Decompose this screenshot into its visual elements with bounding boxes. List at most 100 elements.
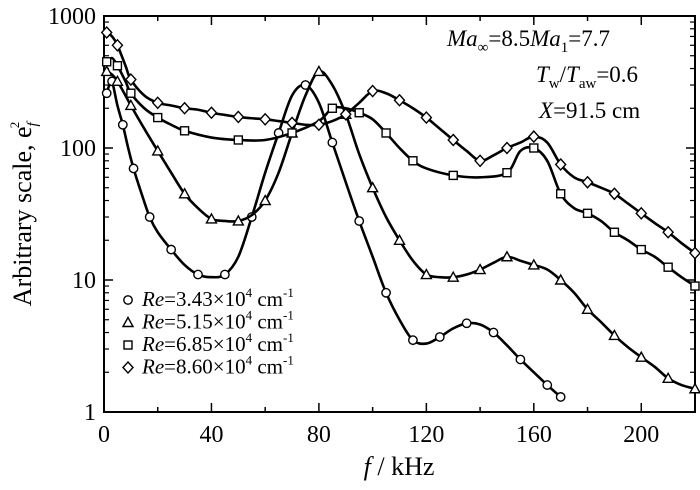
- x-axis-title: f / kHz: [364, 452, 435, 481]
- data-point: [233, 135, 244, 145]
- y-tick-label: 100: [60, 136, 96, 162]
- data-point: [474, 154, 487, 168]
- data-point: [381, 287, 391, 298]
- data-point: [178, 187, 191, 199]
- data-point: [542, 380, 553, 390]
- data-point: [178, 101, 191, 115]
- data-point: [124, 99, 138, 111]
- data-point: [447, 133, 460, 147]
- data-point: [286, 116, 298, 130]
- data-point: [501, 141, 513, 155]
- data-point: [555, 189, 566, 199]
- legend-label: Re=5.15×104 cm-1: [141, 308, 294, 334]
- data-point: [408, 156, 418, 166]
- data-point: [126, 88, 136, 98]
- data-point: [111, 38, 124, 52]
- legend-item: Re=3.43×104 cm-1: [123, 285, 294, 311]
- data-point: [636, 244, 646, 255]
- legend-label: Re=3.43×104 cm-1: [141, 285, 294, 311]
- data-point: [448, 170, 458, 181]
- legend-label: Re=6.85×104 cm-1: [141, 330, 294, 356]
- data-point: [205, 212, 218, 224]
- data-point: [117, 119, 128, 130]
- data-point: [635, 206, 648, 220]
- data-point: [327, 137, 338, 148]
- data-point: [554, 157, 567, 172]
- data-point: [688, 382, 700, 394]
- data-point: [219, 269, 230, 280]
- data-point: [393, 93, 406, 107]
- data-point: [554, 273, 567, 285]
- flow-conditions: Ma∞=8.5Ma1=7.7 Tw/Taw=0.6 X=91.5 cm: [446, 26, 640, 123]
- y-axis-title: Arbitrary scale, ef2: [7, 120, 41, 306]
- data-point: [232, 110, 245, 124]
- data-point: [151, 96, 164, 110]
- series-diamond: [100, 25, 700, 260]
- data-point: [312, 65, 326, 77]
- data-point: [205, 106, 218, 120]
- y-tick-label: 1: [84, 400, 96, 426]
- axis-tick-labels: 0 40 80 120 160 200 1 10 100 1000: [48, 4, 659, 448]
- data-point: [690, 281, 700, 291]
- data-point: [144, 212, 155, 222]
- data-point: [420, 111, 433, 125]
- y-tick-label: 10: [72, 268, 96, 294]
- series-layer: [100, 25, 700, 402]
- data-point: [500, 250, 514, 262]
- legend: Re=3.43×104 cm-1Re=5.15×104 cm-1Re=6.85×…: [121, 285, 294, 379]
- data-point: [366, 84, 379, 98]
- data-point: [151, 144, 164, 156]
- data-point: [354, 216, 365, 226]
- data-point: [663, 262, 673, 272]
- data-point: [635, 350, 648, 362]
- data-point: [287, 128, 297, 138]
- data-point: [112, 61, 123, 71]
- data-point: [529, 143, 539, 153]
- legend-marker: [123, 340, 133, 350]
- data-point: [408, 335, 418, 346]
- x-tick-label: 0: [98, 422, 110, 448]
- data-point: [193, 269, 203, 280]
- data-point: [101, 88, 112, 99]
- data-point: [461, 318, 472, 329]
- series-triangle: [100, 65, 700, 394]
- data-point: [689, 246, 700, 260]
- data-point: [259, 112, 272, 126]
- data-point: [581, 175, 594, 189]
- y-tick-label: 1000: [48, 4, 96, 30]
- data-point: [124, 73, 137, 87]
- data-point: [354, 108, 364, 118]
- legend-item: Re=5.15×104 cm-1: [121, 308, 294, 334]
- legend-marker: [121, 316, 135, 328]
- data-point: [381, 128, 391, 138]
- data-point: [473, 263, 487, 275]
- mach-numbers: Ma∞=8.5Ma1=7.7: [446, 26, 610, 56]
- data-point: [527, 258, 541, 270]
- legend-marker: [123, 295, 133, 305]
- data-point: [393, 233, 406, 245]
- data-point: [420, 268, 433, 280]
- data-point: [166, 244, 177, 255]
- series-circle: [101, 76, 566, 402]
- series-line: [105, 78, 562, 398]
- data-point: [608, 187, 621, 201]
- data-point: [515, 354, 526, 365]
- series-square: [101, 56, 700, 291]
- data-point: [100, 25, 113, 40]
- legend-item: Re=6.85×104 cm-1: [123, 330, 294, 356]
- streamwise-position: X=91.5 cm: [538, 98, 640, 123]
- data-point: [608, 329, 621, 341]
- plot-frame: [103, 15, 696, 413]
- x-tick-label: 160: [516, 422, 552, 448]
- data-point: [327, 103, 338, 113]
- data-point: [179, 126, 190, 136]
- wall-temperature-ratio: Tw/Taw=0.6: [536, 62, 638, 92]
- x-tick-label: 200: [623, 422, 659, 448]
- data-point: [581, 302, 594, 314]
- data-point: [609, 227, 620, 237]
- data-point: [502, 167, 512, 178]
- data-point: [366, 181, 379, 193]
- data-point: [232, 214, 245, 226]
- data-point: [582, 208, 593, 219]
